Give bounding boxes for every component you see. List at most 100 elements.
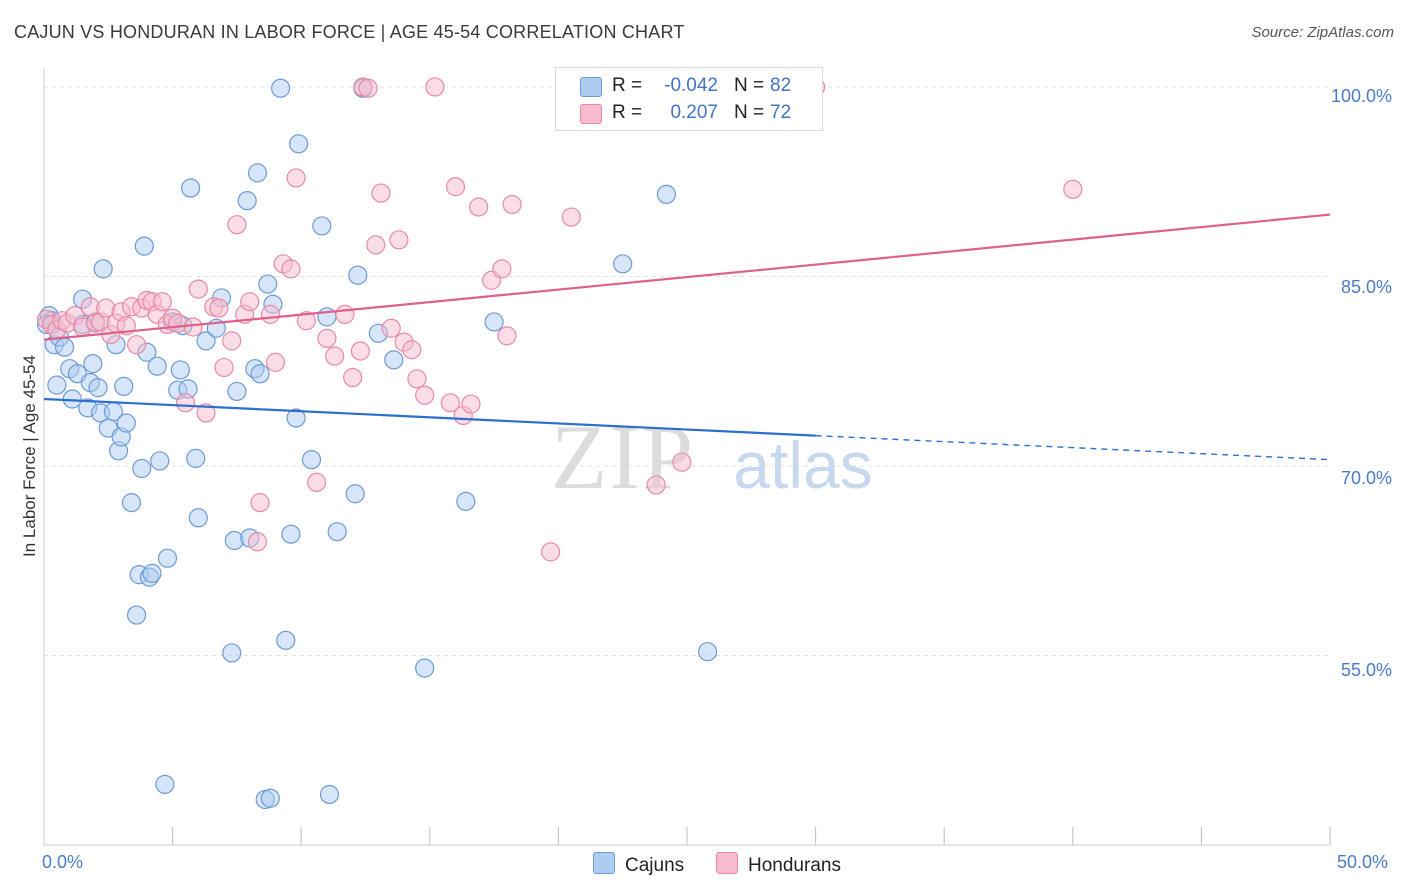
data-point [121, 493, 142, 513]
chart-title: CAJUN VS HONDURAN IN LABOR FORCE | AGE 4… [14, 22, 685, 42]
y-tick-100: 100.0% [1330, 86, 1392, 106]
data-point [672, 452, 692, 472]
data-point [240, 292, 260, 312]
data-point [196, 403, 216, 423]
data-point [265, 352, 286, 372]
data-point [502, 194, 522, 215]
data-point [186, 448, 206, 468]
data-point [88, 378, 108, 398]
data-point [150, 451, 170, 471]
axes [43, 68, 1331, 846]
data-point [469, 197, 489, 217]
data-point [613, 254, 633, 274]
cajun-legend-swatch [593, 852, 615, 874]
data-point [54, 337, 75, 357]
data-point [425, 77, 445, 97]
r-value: 0.207 [670, 102, 718, 123]
data-point [209, 298, 229, 318]
watermark: ZIP atlas [551, 406, 873, 508]
data-point [497, 326, 517, 346]
data-point [335, 304, 355, 324]
data-point [132, 458, 152, 479]
data-point [366, 235, 386, 255]
data-point [384, 350, 404, 370]
data-point [440, 393, 460, 413]
data-point [402, 340, 422, 360]
cajun-trend-line [43, 397, 816, 437]
grid-lines [44, 86, 1330, 656]
data-point [343, 367, 363, 388]
data-point [286, 168, 306, 188]
data-point [276, 630, 296, 650]
data-point [126, 335, 147, 355]
data-point [389, 230, 409, 250]
data-point [222, 643, 242, 663]
data-point [183, 317, 203, 337]
honduran-trend-line [43, 213, 1331, 341]
data-point [222, 331, 242, 351]
data-point [250, 493, 270, 513]
data-point [260, 788, 280, 808]
data-point [307, 472, 327, 492]
honduran-legend-swatch [716, 852, 738, 874]
data-point [312, 216, 332, 236]
data-point [227, 215, 247, 235]
data-point [286, 408, 306, 428]
data-point [227, 381, 247, 402]
cajun-swatch [580, 77, 602, 97]
data-point [181, 178, 201, 198]
data-point [260, 304, 280, 324]
data-point [196, 331, 216, 351]
data-point [83, 354, 103, 374]
data-point [47, 375, 67, 395]
data-point [541, 542, 561, 562]
data-point [345, 484, 365, 504]
data-point [484, 312, 504, 332]
cajun-legend-label: Cajuns [625, 855, 685, 876]
honduran-swatch [580, 104, 602, 124]
watermark-atlas: atlas [733, 428, 872, 502]
data-point [1063, 179, 1083, 199]
data-point [325, 346, 345, 366]
data-point [281, 524, 301, 544]
data-point [445, 177, 466, 197]
n-label: N = [734, 102, 765, 123]
x-tick-min: 0.0% [42, 852, 84, 872]
data-point [301, 450, 322, 470]
data-point [492, 259, 512, 279]
data-point [656, 184, 677, 204]
legend-item-cajuns[interactable]: Cajuns [593, 852, 684, 877]
y-tick-55: 55.0% [1340, 660, 1392, 680]
r-value: -0.042 [664, 75, 718, 96]
correlation-legend: R = -0.042 N = 82 R = 0.207 N = 72 [555, 67, 823, 131]
data-point [296, 311, 316, 331]
data-point [188, 279, 208, 299]
x-tick-max: 50.0% [1337, 852, 1389, 872]
data-point [116, 413, 136, 433]
data-point [155, 774, 175, 794]
data-point [214, 357, 234, 378]
data-point [250, 364, 270, 384]
data-point [646, 475, 666, 495]
data-point [281, 259, 301, 279]
data-point [319, 784, 340, 805]
n-value: 72 [770, 102, 792, 123]
data-point [147, 356, 167, 376]
data-point [348, 265, 368, 285]
data-point [93, 259, 113, 279]
data-point [415, 385, 435, 405]
data-point [381, 318, 401, 338]
data-point [289, 134, 309, 154]
data-point [247, 532, 268, 552]
watermark-zip: ZIP [551, 406, 695, 508]
legend-item-hondurans[interactable]: Hondurans [716, 852, 841, 877]
data-point [258, 274, 278, 294]
data-point [157, 548, 178, 568]
n-value: 82 [770, 75, 792, 96]
y-tick-70: 70.0% [1340, 468, 1392, 488]
source-label: Source: ZipAtlas.com [1251, 24, 1394, 41]
data-point [561, 207, 581, 227]
data-point [317, 328, 337, 348]
honduran-legend-label: Hondurans [748, 855, 841, 876]
